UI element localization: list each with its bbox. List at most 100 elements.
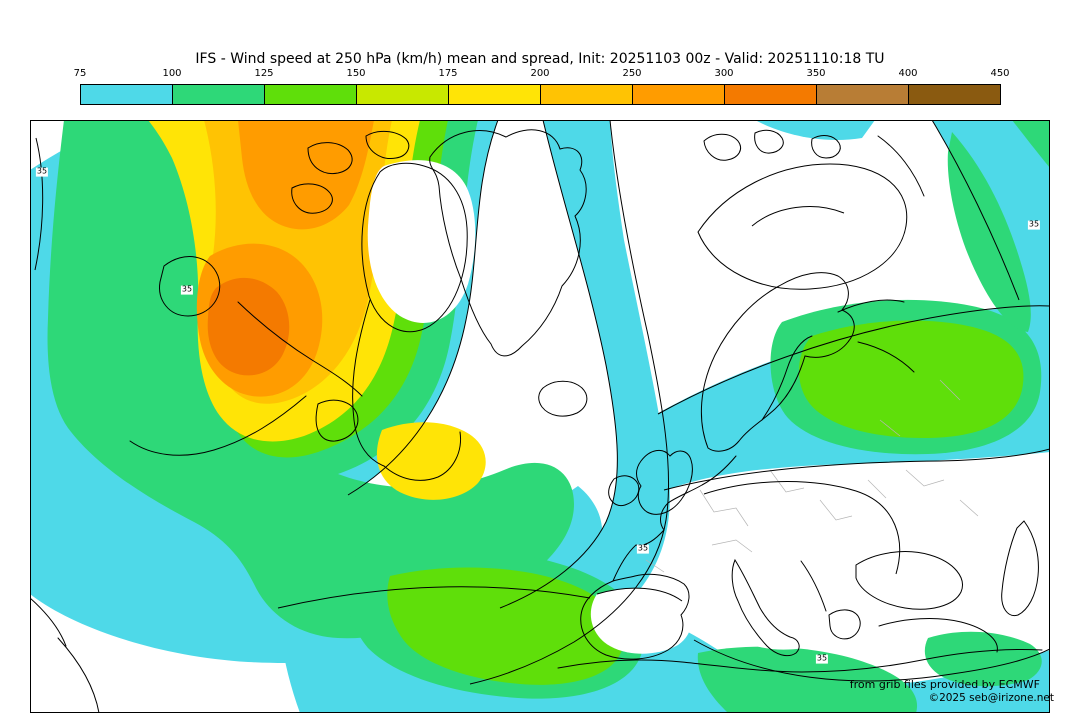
credits: from grib files provided by ECMWF ©2025 … (849, 678, 1054, 704)
colorbar-segment (909, 85, 1000, 104)
map-path (663, 448, 1050, 491)
yellow-region-arm (376, 422, 486, 500)
map-path (57, 637, 100, 713)
hudson-bay-coastline (361, 162, 468, 333)
map-path (693, 639, 1050, 682)
map-path (30, 597, 67, 647)
orange-region-top (232, 120, 374, 230)
map-path (931, 120, 1020, 301)
colorbar-tick-label: 125 (254, 68, 274, 79)
north-africa-coastline (557, 648, 1043, 673)
black-sea-coastline (855, 551, 963, 610)
contour-label: 35 (180, 284, 194, 295)
colorbar-segment (541, 85, 633, 104)
map-path (657, 305, 1050, 415)
white-region-hudson (367, 160, 476, 323)
colorbar-segment (725, 85, 817, 104)
credits-source: from grib files provided by ECMWF (849, 678, 1040, 691)
colorbar-tick-label: 100 (162, 68, 182, 79)
map-path (352, 299, 385, 467)
contour-label: 35 (1027, 219, 1041, 230)
colorbar-tick-label: 200 (530, 68, 550, 79)
coastlines-layer (30, 129, 1043, 713)
colorbar-segment (633, 85, 725, 104)
map-path (645, 559, 665, 573)
cyan-region-top-streak (755, 120, 875, 140)
colorbar-tick-label: 300 (714, 68, 734, 79)
map-path (703, 481, 901, 575)
colorbar-tick-row: 75 100 125 150 175 200 250 300 350 400 450 (74, 68, 1010, 81)
map-path (34, 137, 44, 271)
contour-lines-layer (34, 120, 1050, 685)
colorbar-segment (81, 85, 173, 104)
europe-coastline (612, 455, 737, 582)
colorbar-segment (357, 85, 449, 104)
orange-deep-core (207, 277, 290, 376)
fill-layer (30, 120, 1050, 713)
map-path (837, 299, 905, 313)
colorbar-tick-label: 250 (622, 68, 642, 79)
map-path (596, 587, 683, 602)
map-frame (30, 120, 1050, 713)
map-path (939, 379, 961, 401)
colorbar (80, 84, 1001, 105)
map-path (800, 560, 827, 612)
map-path (383, 431, 462, 481)
map-path (811, 135, 841, 159)
map-path (959, 499, 979, 517)
iceland-coastline (538, 380, 588, 417)
map-path (307, 142, 353, 175)
uk-coastline (636, 449, 693, 515)
caspian-coastline (1001, 520, 1039, 617)
green2-region-russia (798, 320, 1024, 438)
map-path (867, 479, 887, 499)
country-borders-layer (645, 379, 979, 573)
colorbar-segment (449, 85, 541, 104)
map-path (469, 120, 670, 685)
colorbar-segment (817, 85, 909, 104)
greenland-coastline (429, 129, 587, 357)
green2-region-bottom (387, 567, 624, 685)
cyan-region-right-edge (932, 120, 1050, 372)
map-path (699, 489, 749, 527)
green-region-right-edge (947, 132, 1031, 332)
map-path (879, 419, 901, 437)
map-path (769, 469, 805, 493)
credits-copyright: ©2025 seb@irizone.net (928, 692, 1054, 704)
map-path (877, 135, 925, 197)
colorbar-tick-label: 175 (438, 68, 458, 79)
map-path (159, 256, 221, 317)
map-path (761, 335, 813, 421)
map-path (711, 539, 753, 553)
green-region-turkey (924, 631, 1042, 687)
map-path (751, 206, 845, 227)
map-path (819, 499, 853, 521)
page-title: IFS - Wind speed at 250 hPa (km/h) mean … (195, 51, 885, 67)
map-path (315, 399, 359, 442)
map-path (905, 469, 945, 487)
colorbar-segment (173, 85, 265, 104)
colorbar-tick-label: 450 (990, 68, 1010, 79)
map-path (237, 301, 363, 397)
scandinavia-coastline (700, 272, 855, 452)
map-path (277, 586, 591, 609)
map-path (754, 129, 784, 154)
contour-label: 35 (35, 166, 49, 177)
svalbard-coastline (703, 133, 741, 161)
map-path (365, 131, 410, 159)
map-path (499, 120, 618, 609)
contour-label: 35 (815, 653, 829, 664)
colorbar-segment (265, 85, 357, 104)
cyan-region-central-band (415, 120, 670, 680)
white-region-iberia (590, 588, 692, 654)
white-region-balkans (698, 481, 900, 650)
map-path (697, 163, 908, 290)
colorbar-tick-label: 350 (806, 68, 826, 79)
turkey-coastline (878, 618, 998, 653)
green-region-topright-corner (1012, 120, 1050, 168)
italy-coastline (731, 558, 800, 657)
colorbar-tick-label: 75 (73, 68, 87, 79)
